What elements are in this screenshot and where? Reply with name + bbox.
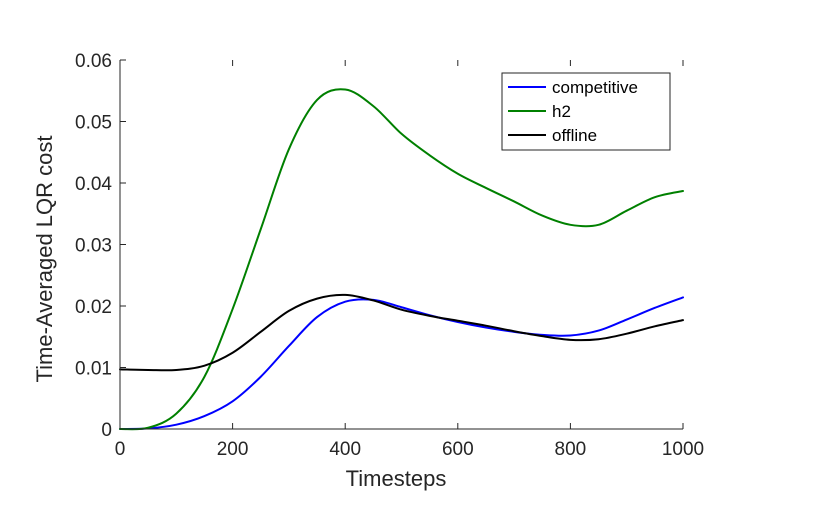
series-lines	[119, 88, 684, 431]
y-tick-label: 0.01	[75, 359, 112, 380]
legend-label-offline: offline	[552, 126, 597, 145]
series-line-h2	[119, 88, 684, 431]
legend: competitive h2 offline	[501, 72, 671, 151]
x-tick-label: 400	[329, 439, 361, 460]
y-tick-label: 0.03	[75, 236, 112, 257]
series-line-competitive	[119, 296, 684, 430]
x-ticks: 0 200 400 600 800 1000	[115, 60, 704, 460]
y-tick-label: 0.06	[75, 51, 112, 72]
y-tick-label: 0	[101, 420, 112, 441]
x-tick-label: 1000	[662, 439, 704, 460]
x-tick-label: 600	[442, 439, 474, 460]
legend-label-competitive: competitive	[552, 78, 638, 97]
y-tick-label: 0.04	[75, 174, 112, 195]
series-line-offline	[119, 293, 684, 372]
x-tick-label: 0	[115, 439, 126, 460]
legend-label-h2: h2	[552, 102, 571, 121]
y-tick-label: 0.02	[75, 297, 112, 318]
x-tick-label: 200	[217, 439, 249, 460]
y-axis-label: Time-Averaged LQR cost	[32, 136, 57, 383]
x-axis-label: Timesteps	[346, 466, 447, 491]
y-ticks: 0 0.01 0.02 0.03 0.04 0.05 0.06	[75, 51, 126, 441]
x-tick-label: 800	[555, 439, 587, 460]
y-tick-label: 0.05	[75, 113, 112, 134]
